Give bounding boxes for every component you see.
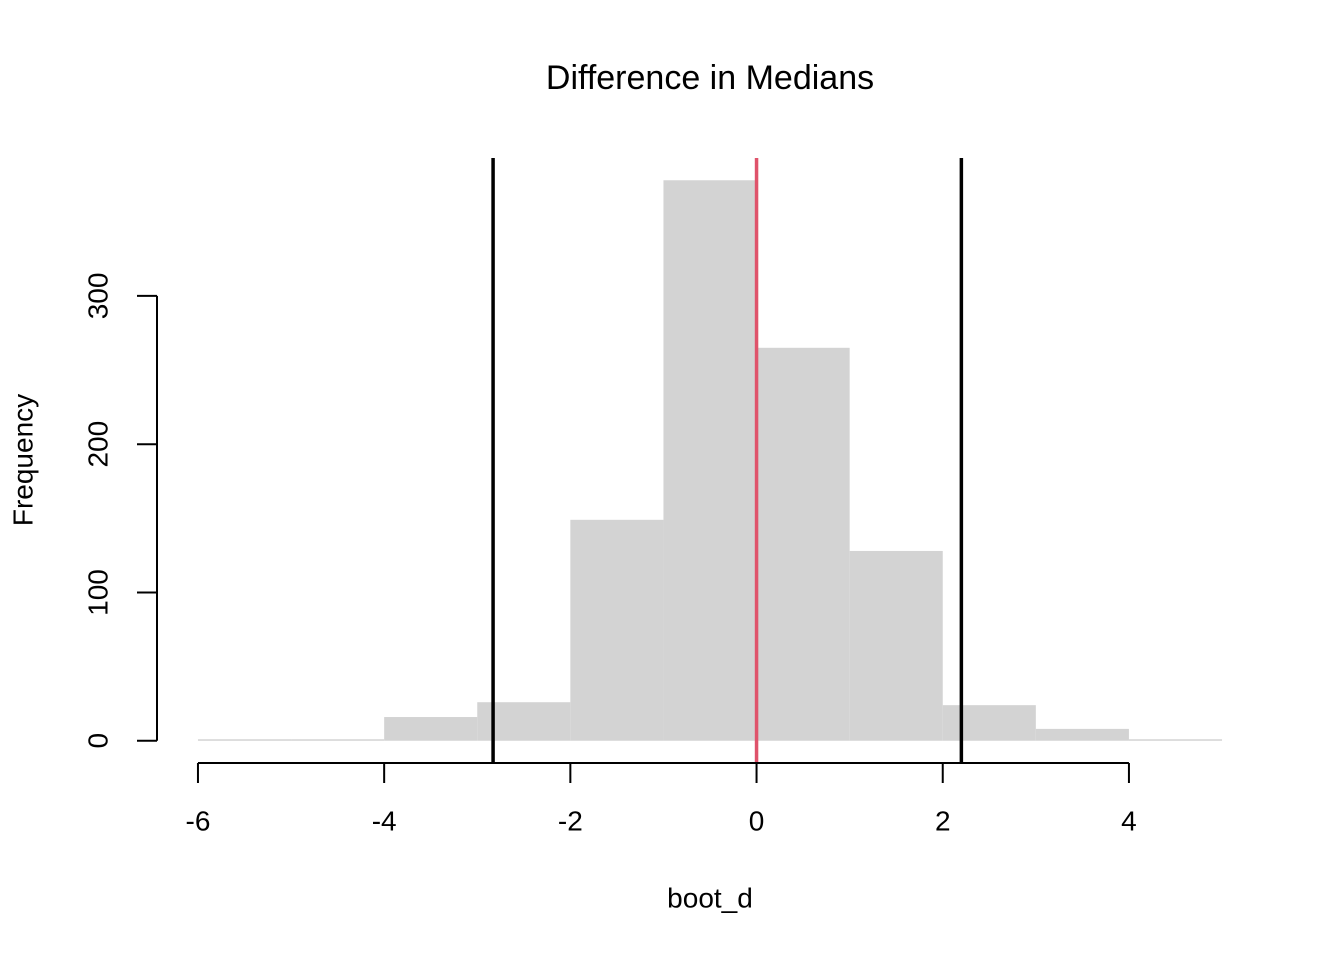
y-tick-label: 0 [82,733,113,749]
x-axis-label: boot_d [667,882,753,913]
y-tick-label: 100 [82,569,113,616]
bar [663,180,757,741]
x-tick-label: -6 [186,805,211,836]
y-tick-label: 200 [82,421,113,468]
bar [197,739,292,741]
bar [291,739,385,741]
y-axis-label: Frequency [7,394,38,526]
bar [942,705,1036,741]
bar [756,347,850,741]
x-tick-label: 4 [1121,805,1137,836]
bar [477,702,571,741]
x-tick-label: -2 [558,805,583,836]
x-tick-label: 2 [935,805,951,836]
bar [849,550,943,741]
bar [1128,739,1223,741]
chart-title: Difference in Medians [546,59,874,97]
x-tick-label: -4 [372,805,397,836]
y-tick-label: 300 [82,273,113,320]
bar [384,717,478,741]
x-tick-label: 0 [749,805,765,836]
bar [570,519,664,741]
bar [1035,728,1129,741]
